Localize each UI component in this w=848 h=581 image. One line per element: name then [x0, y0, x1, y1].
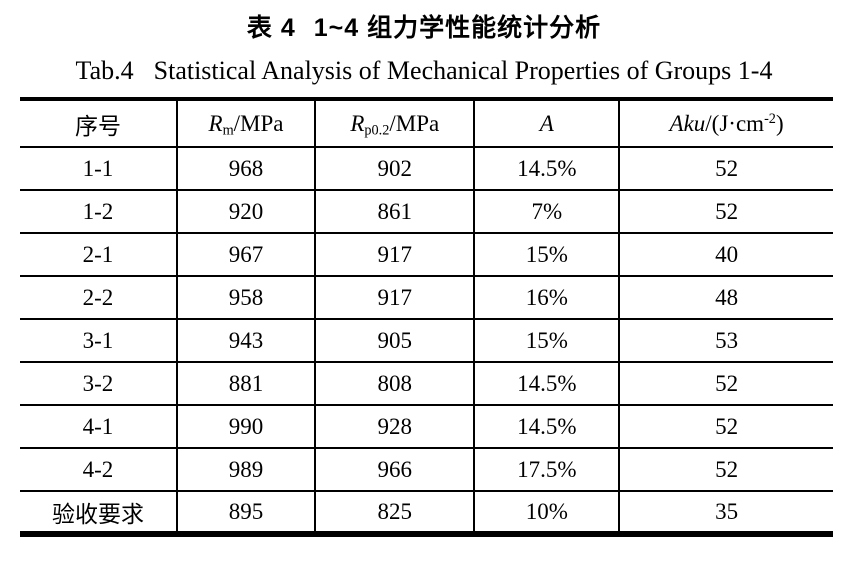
table-row: 验收要求 895 825 10% 35	[20, 491, 833, 534]
value-cell: 920	[176, 190, 317, 234]
table-row: 1-1 968 902 14.5% 52	[20, 147, 833, 191]
col-header-aku: Aku/(J·cm-2)	[619, 99, 833, 148]
value-cell: 966	[315, 448, 476, 492]
value-cell: 10%	[474, 491, 621, 534]
row-label-cell: 4-2	[20, 448, 178, 492]
table-row: 4-2 989 966 17.5% 52	[20, 448, 833, 492]
value-cell: 958	[176, 276, 317, 320]
table-title-english: Tab.4 Statistical Analysis of Mechanical …	[0, 56, 848, 86]
row-label-cell: 1-1	[20, 147, 178, 191]
row-label-cell: 验收要求	[20, 491, 178, 534]
value-cell: 825	[315, 491, 476, 534]
table-title-english-label: Tab.4	[75, 56, 134, 85]
value-cell: 881	[176, 362, 317, 406]
value-cell: 7%	[474, 190, 621, 234]
value-cell: 53	[619, 319, 833, 363]
table-title-chinese-label: 表 4	[246, 14, 296, 42]
table-row: 3-1 943 905 15% 53	[20, 319, 833, 363]
value-cell: 52	[619, 362, 833, 406]
value-cell: 15%	[474, 233, 621, 277]
rp02-symbol: R	[350, 110, 365, 136]
elongation-symbol: A	[539, 110, 554, 136]
value-cell: 35	[715, 498, 739, 524]
value-cell: 990	[176, 405, 317, 449]
row-label-cell: 3-2	[20, 362, 178, 406]
col-header-rm: Rm/MPa	[176, 99, 317, 148]
table-title-english-text: Statistical Analysis of Mechanical Prope…	[153, 56, 773, 85]
value-cell: 40	[619, 233, 833, 277]
table-row: 4-1 990 928 14.5% 52	[20, 405, 833, 449]
row-label-cell: 1-2	[20, 190, 178, 234]
col-header-sequence: 序号	[20, 99, 178, 148]
value-cell: 17.5%	[474, 448, 621, 492]
table-row: 1-2 920 861 7% 52	[20, 190, 833, 234]
rp02-unit: /MPa	[389, 110, 440, 136]
value-cell: 917	[315, 276, 476, 320]
table-header-row: 序号 Rm/MPa Rp0.2/MPa A Aku/(J·cm-2)	[20, 99, 833, 148]
value-cell: 808	[315, 362, 476, 406]
col-header-sequence-label: 序号	[74, 113, 121, 139]
table-title-chinese: 表 4 1~4 组力学性能统计分析	[0, 8, 848, 44]
value-cell: 14.5%	[474, 362, 621, 406]
table-row: 2-2 958 917 16% 48	[20, 276, 833, 320]
aku-symbol: Aku	[669, 110, 706, 136]
rp02-subscript: p0.2	[364, 122, 390, 139]
value-cell: 917	[315, 233, 476, 277]
value-cell: 895	[176, 491, 317, 534]
col-header-elongation: A	[474, 99, 621, 148]
value-cell: 989	[176, 448, 317, 492]
aku-unit-post: )	[775, 110, 784, 136]
mechanical-properties-table: 序号 Rm/MPa Rp0.2/MPa A Aku/(J·cm-2) 1-1 96…	[20, 97, 833, 537]
value-cell: 967	[176, 233, 317, 277]
value-cell: 861	[315, 190, 476, 234]
rm-symbol: R	[208, 110, 223, 136]
rm-subscript: m	[222, 122, 234, 139]
value-cell: 943	[176, 319, 317, 363]
value-cell: 48	[619, 276, 833, 320]
row-label-cell: 3-1	[20, 319, 178, 363]
value-cell: 902	[315, 147, 476, 191]
value-cell: 15%	[474, 319, 621, 363]
row-label-cell: 2-1	[20, 233, 178, 277]
table-body: 1-1 968 902 14.5% 52 1-2 920 861 7% 52 2-1 967 917 15…	[20, 147, 833, 534]
value-cell: 14.5%	[474, 147, 621, 191]
rm-unit: /MPa	[233, 110, 284, 136]
table-title-chinese-text: 1~4 组力学性能统计分析	[313, 14, 602, 42]
value-cell: 52	[619, 147, 833, 191]
col-header-rp02: Rp0.2/MPa	[315, 99, 476, 148]
value-cell: 52	[619, 190, 833, 234]
value-cell: 968	[176, 147, 317, 191]
value-cell: 52	[619, 448, 833, 492]
value-cell: 14.5%	[474, 405, 621, 449]
aku-unit-pre: /(J·cm	[705, 110, 765, 136]
value-cell: 928	[315, 405, 476, 449]
table-row: 3-2 881 808 14.5% 52	[20, 362, 833, 406]
value-cell: 52	[619, 405, 833, 449]
statistics-table-container: 序号 Rm/MPa Rp0.2/MPa A Aku/(J·cm-2) 1-1 96…	[20, 97, 833, 537]
aku-superscript: -2	[764, 110, 776, 127]
row-label-cell: 2-2	[20, 276, 178, 320]
table-row: 2-1 967 917 15% 40	[20, 233, 833, 277]
row-label-cell: 4-1	[20, 405, 178, 449]
value-cell: 16%	[474, 276, 621, 320]
value-cell: 905	[315, 319, 476, 363]
